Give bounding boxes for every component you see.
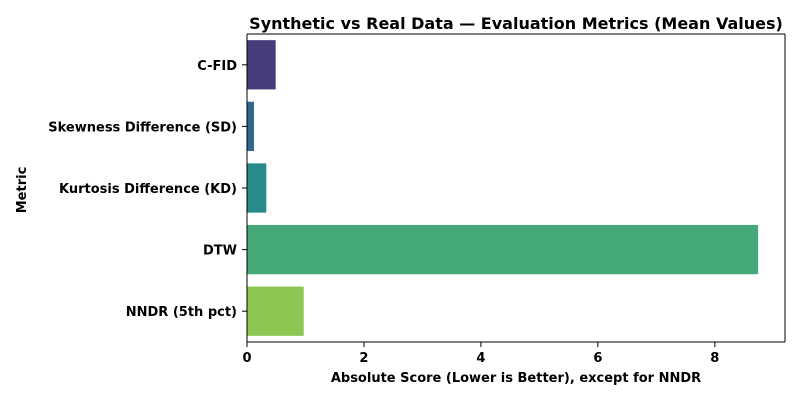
x-tick-label-1: 2: [359, 351, 368, 366]
chart-title: Synthetic vs Real Data — Evaluation Metr…: [249, 14, 783, 33]
x-axis-label: Absolute Score (Lower is Better), except…: [331, 371, 701, 386]
bar-1: [247, 101, 255, 152]
y-axis-label: Metric: [15, 167, 30, 214]
x-tick-label-3: 6: [593, 351, 602, 366]
bars-layer: [247, 40, 759, 336]
y-tick-label-4: NNDR (5th pct): [126, 305, 237, 320]
y-ticks-layer: C-FID Skewness Difference (SD) Kurtosis Di…: [48, 59, 247, 320]
x-tick-label-4: 8: [710, 351, 719, 366]
y-tick-label-0: C-FID: [197, 59, 237, 74]
bar-3: [247, 224, 759, 275]
bar-2: [247, 163, 267, 213]
y-tick-label-3: DTW: [203, 244, 237, 259]
x-ticks-layer: 0 2 4 6 8: [242, 342, 719, 366]
x-tick-label-0: 0: [242, 351, 251, 366]
bar-4: [247, 286, 304, 336]
y-tick-label-2: Kurtosis Difference (KD): [59, 182, 237, 197]
y-tick-label-1: Skewness Difference (SD): [48, 120, 237, 135]
bar-0: [247, 40, 276, 90]
x-tick-label-2: 4: [476, 351, 485, 366]
